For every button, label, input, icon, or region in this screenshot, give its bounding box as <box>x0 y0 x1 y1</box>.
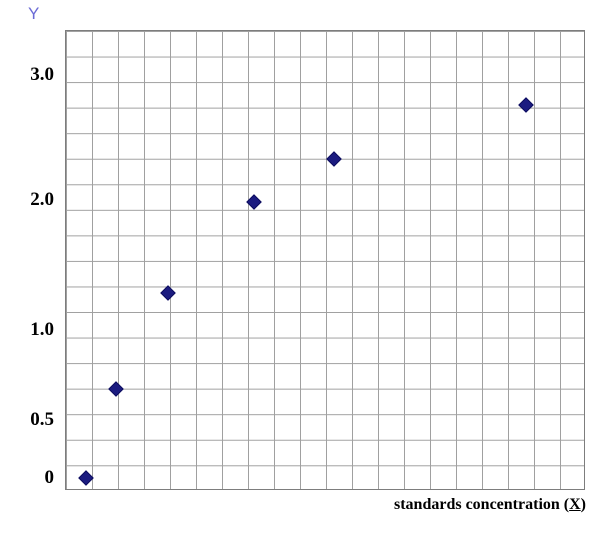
x-axis-title-x: X <box>569 496 581 513</box>
y-tick-label: 0 <box>44 467 55 489</box>
data-point-diamond <box>518 97 534 113</box>
data-point-diamond <box>160 285 176 301</box>
y-tick-label: 3.0 <box>30 64 54 86</box>
y-tick-label: 0.5 <box>30 409 54 431</box>
x-axis-title: standards concentration (X) <box>394 496 586 514</box>
data-point-diamond <box>108 381 124 397</box>
y-tick-label: 1.0 <box>30 318 54 340</box>
x-axis-title-suffix: ) <box>580 496 586 513</box>
data-point-diamond <box>326 151 342 167</box>
data-point-diamond <box>246 194 263 210</box>
x-axis-title-prefix: standards concentration ( <box>394 496 570 513</box>
data-point-diamond <box>77 469 94 486</box>
y-axis-title: Y <box>28 4 40 23</box>
plot-area <box>65 30 585 490</box>
y-axis-ticks: 3.0 2.0 1.0 0.5 0 <box>0 30 58 490</box>
y-tick-label: 2.0 <box>30 189 54 211</box>
